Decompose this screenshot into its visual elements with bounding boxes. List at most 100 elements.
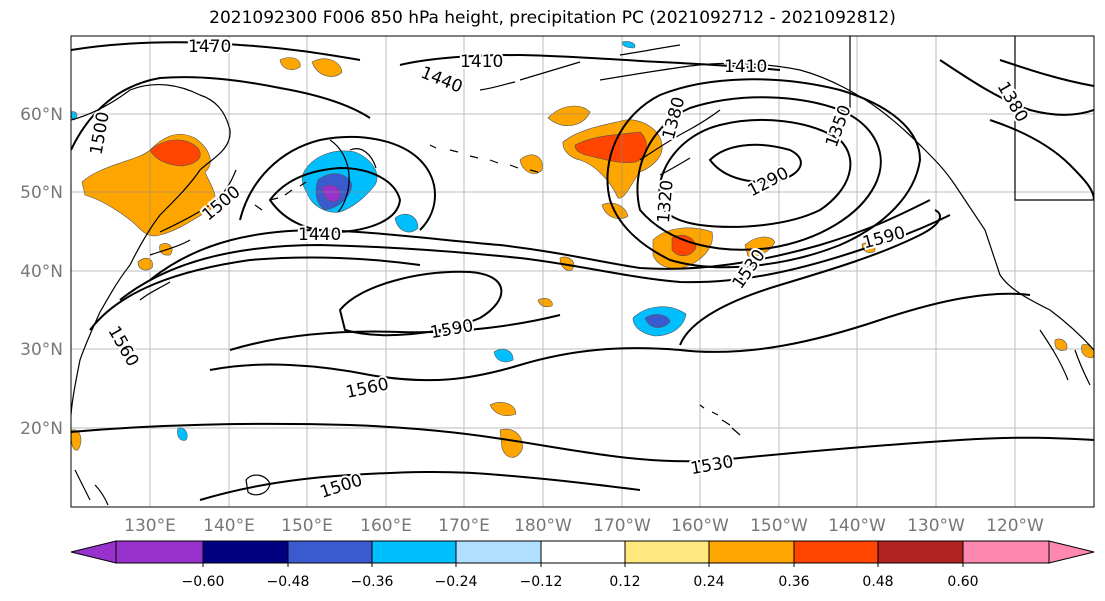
lon-label: 150°W — [750, 516, 808, 536]
contour-1320 — [658, 119, 852, 228]
precip-anomaly-positive — [744, 236, 776, 257]
precip-anomaly-negative — [621, 41, 636, 49]
lat-label: 40°N — [20, 262, 63, 282]
contour-1290 — [708, 143, 802, 183]
precip-anomaly-positive — [671, 235, 697, 257]
colorbar-ticks — [202, 563, 964, 567]
coastline-north — [479, 44, 681, 91]
contour-1440-low — [268, 166, 402, 234]
contour-label: 1410 — [724, 57, 767, 77]
precip-anomaly-positive — [519, 154, 543, 174]
colorbar-segment — [708, 540, 795, 564]
lon-label: 120°W — [986, 516, 1044, 536]
colorbar — [70, 540, 1095, 564]
colorbar-tick-label: −0.48 — [267, 574, 310, 590]
lon-label: 160°E — [360, 516, 412, 536]
precip-anomaly-positive — [1081, 344, 1094, 359]
contour-1500-south — [199, 470, 641, 501]
colorbar-tick-labels: −0.60 −0.48 −0.36 −0.24 −0.12 0.12 0.24 … — [182, 574, 979, 590]
lon-label: 130°E — [124, 516, 176, 536]
lon-label: 160°W — [671, 516, 729, 536]
lon-label: 150°E — [281, 516, 333, 536]
coastline-baja — [1039, 329, 1091, 386]
contour-label: 1470 — [188, 37, 231, 57]
contour-1410 — [399, 53, 781, 71]
colorbar-segment — [962, 540, 1050, 564]
contour-label: 1410 — [460, 52, 503, 72]
precip-anomaly-positive — [279, 57, 301, 70]
coastline-aleutians — [429, 144, 539, 173]
precip-anomaly-negative — [321, 185, 341, 202]
lon-label: 140°W — [828, 516, 886, 536]
lat-label: 20°N — [20, 419, 63, 439]
coastline-alaska — [599, 62, 1094, 351]
coastline-japan — [139, 169, 237, 301]
precip-shading — [71, 41, 1094, 458]
colorbar-segment — [202, 540, 289, 564]
lat-label: 30°N — [20, 340, 63, 360]
contour-1440-outer — [239, 135, 436, 231]
contour-1560-west — [89, 256, 421, 331]
map-frame — [70, 35, 1095, 508]
precip-anomaly-negative — [394, 213, 419, 233]
colorbar-tick-label: 0.48 — [862, 574, 893, 590]
contour-1590-ring — [338, 270, 503, 337]
contour-label: 1320 — [654, 179, 678, 224]
lat-label: 50°N — [20, 183, 63, 203]
latitude-labels: 60°N 50°N 40°N 30°N 20°N — [20, 105, 63, 439]
lon-label: 170°W — [593, 516, 651, 536]
lon-label: 130°W — [907, 516, 965, 536]
contour-1500-west — [71, 76, 371, 151]
contour-east-1 — [989, 119, 1094, 201]
colorbar-segment — [793, 540, 879, 564]
colorbar-segment — [371, 540, 457, 564]
precip-anomaly-positive — [574, 131, 647, 163]
contour-1560-mid — [209, 292, 1031, 382]
contour-label: 1440 — [298, 225, 341, 245]
coastline-asia — [71, 84, 231, 416]
colorbar-segment — [115, 540, 204, 564]
contour-1470 — [71, 41, 361, 61]
colorbar-segment — [287, 540, 373, 564]
precip-anomaly-positive — [547, 105, 591, 126]
contour-east-2 — [999, 59, 1094, 87]
coastline-kamchatka — [329, 139, 377, 213]
contour-1350 — [636, 96, 882, 251]
contour-1380 — [606, 78, 922, 269]
contour-1530 — [71, 422, 1094, 463]
colorbar-segment — [455, 540, 542, 564]
height-contours — [71, 41, 1094, 501]
precip-anomaly-positive — [311, 58, 343, 77]
colorbar-segment — [540, 540, 626, 564]
precip-anomaly-negative — [644, 314, 671, 328]
lon-label: 140°E — [203, 516, 255, 536]
coastline-philippines — [74, 469, 109, 506]
contour-1590-east — [679, 209, 941, 346]
colorbar-tick-label: −0.12 — [520, 574, 563, 590]
contour-1500-east — [939, 59, 1094, 116]
precip-anomaly-negative — [177, 427, 188, 441]
precip-anomaly-positive — [149, 139, 201, 167]
precip-anomaly-positive — [137, 257, 153, 271]
coastline-canada — [849, 36, 1094, 201]
map-title: 2021092300 F006 850 hPa height, precipit… — [209, 8, 896, 28]
colorbar-segment — [877, 540, 964, 564]
longitude-labels: 130°E 140°E 150°E 160°E 170°E 180°W 170°… — [124, 516, 1044, 536]
colorbar-tick-label: 0.24 — [693, 574, 724, 590]
colorbar-tick-label: 0.36 — [778, 574, 809, 590]
colorbar-tick-label: 0.60 — [947, 574, 978, 590]
lat-label: 60°N — [20, 105, 63, 125]
lon-label: 170°E — [438, 516, 490, 536]
colorbar-tick-label: −0.36 — [351, 574, 394, 590]
contour-1560-long — [229, 314, 561, 351]
colorbar-extend-high — [1048, 540, 1095, 564]
colorbar-tick-label: −0.60 — [182, 574, 225, 590]
lon-label: 180°W — [514, 516, 572, 536]
colorbar-tick-label: −0.24 — [435, 574, 478, 590]
colorbar-extend-low — [70, 540, 117, 564]
precip-anomaly-positive — [499, 428, 523, 458]
contour-jet-2 — [119, 214, 951, 301]
precip-anomaly-positive — [537, 298, 553, 308]
precip-anomaly-positive — [489, 402, 517, 416]
